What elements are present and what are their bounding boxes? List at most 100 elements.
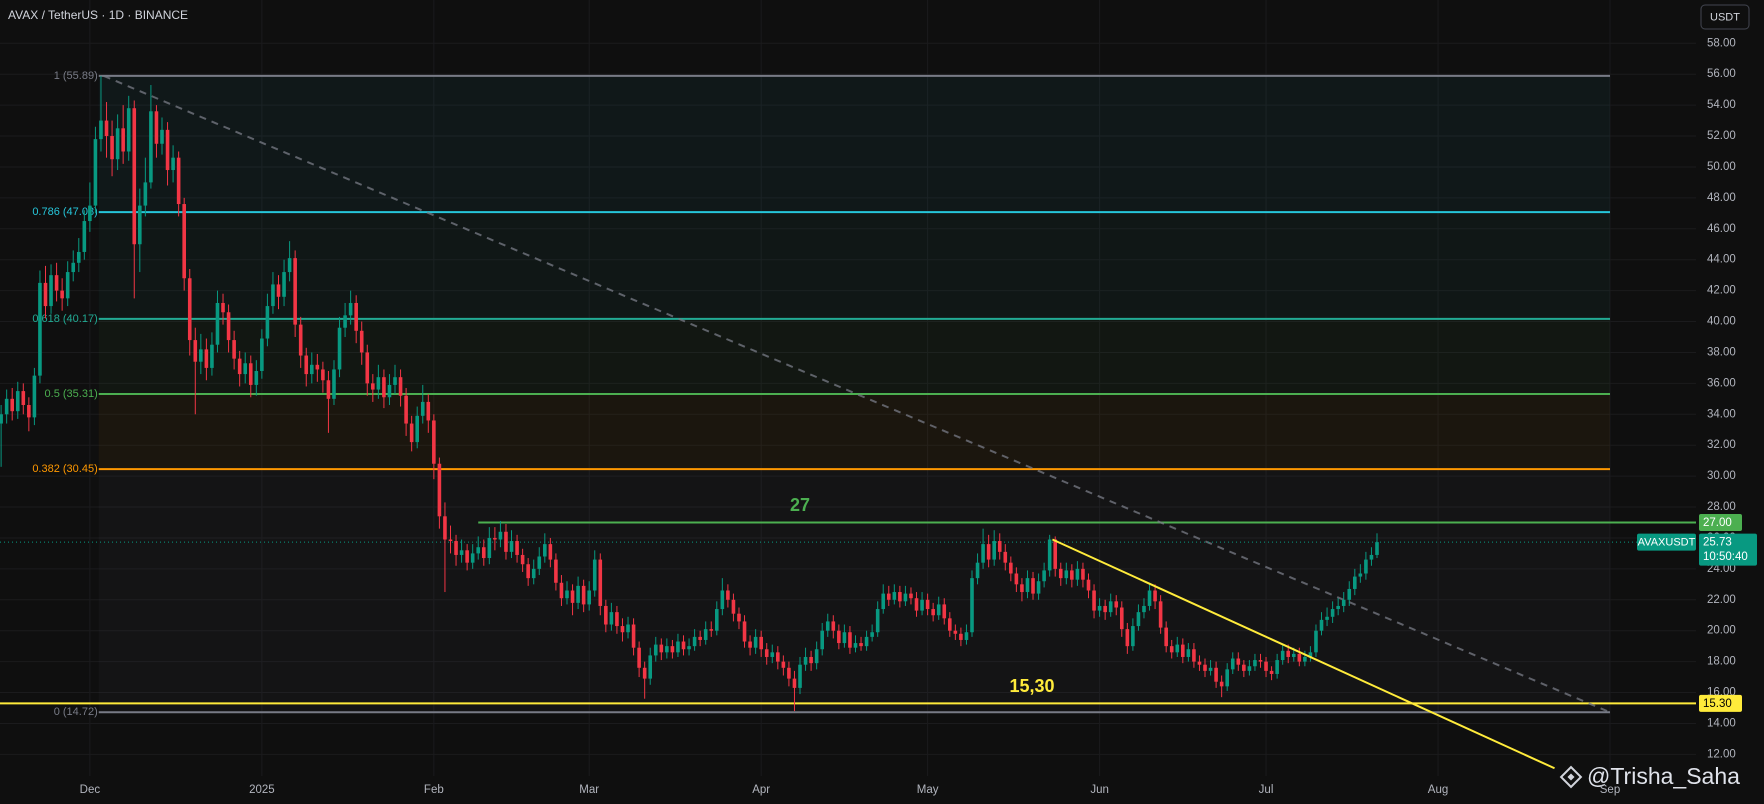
candle-body xyxy=(448,539,453,542)
candle-body xyxy=(1280,650,1285,661)
fib-label: 0.382 (30.45) xyxy=(32,463,97,475)
candle-body xyxy=(1009,562,1013,574)
candle-body xyxy=(1136,612,1141,627)
y-tick-label: 28.00 xyxy=(1707,501,1736,513)
candle-body xyxy=(1269,670,1274,674)
y-tick-label: 32.00 xyxy=(1707,439,1736,451)
x-tick-label: Dec xyxy=(80,784,101,796)
fib-band xyxy=(98,318,1611,395)
currency-button[interactable] xyxy=(1700,4,1750,30)
candle-body xyxy=(1286,650,1291,657)
symbol-tag-label: AVAXUSDT xyxy=(1638,537,1696,549)
candle-body xyxy=(665,646,669,653)
candle-body xyxy=(1158,601,1163,628)
candle-body xyxy=(304,355,309,375)
candle-body xyxy=(776,652,780,662)
y-tick-label: 30.00 xyxy=(1707,470,1736,482)
candle-body xyxy=(10,398,15,412)
candle-body xyxy=(936,604,941,616)
x-tick-label: Sep xyxy=(1600,784,1620,796)
price-tag xyxy=(1699,694,1742,712)
candle-body xyxy=(1214,667,1218,682)
candle-body xyxy=(143,182,148,206)
candle-body xyxy=(859,643,863,647)
candle-body xyxy=(65,272,70,299)
candle-body xyxy=(1164,627,1168,647)
y-tick-label: 52.00 xyxy=(1707,130,1736,142)
candle-body xyxy=(293,258,297,325)
watermark: @Trisha_Saha xyxy=(1587,763,1740,789)
y-tick-label: 40.00 xyxy=(1707,316,1736,328)
x-tick-label: Mar xyxy=(579,784,599,796)
candle-body xyxy=(581,585,586,605)
candle-body xyxy=(753,636,758,648)
fib-band xyxy=(98,212,1611,319)
candle-body xyxy=(1053,539,1058,569)
candle-body xyxy=(1092,590,1096,611)
y-tick-label: 42.00 xyxy=(1707,285,1736,297)
candle-body xyxy=(365,352,370,384)
candle-body xyxy=(121,128,125,152)
candle-body xyxy=(248,363,253,385)
candle-body xyxy=(276,284,281,297)
candle-body xyxy=(720,590,725,610)
candle-body xyxy=(798,664,802,688)
candle-body xyxy=(714,609,719,631)
candle-body xyxy=(265,306,270,339)
x-tick-label: Apr xyxy=(752,784,770,796)
candle-body xyxy=(825,621,830,631)
candle-body xyxy=(1181,644,1185,657)
candle-body xyxy=(748,641,752,648)
x-tick-label: 2025 xyxy=(249,784,275,796)
candle-body xyxy=(948,618,952,631)
fib-label: 0.786 (47.08) xyxy=(32,206,97,218)
y-tick-label: 24.00 xyxy=(1707,563,1736,575)
candle-body xyxy=(953,630,958,634)
candle-body xyxy=(837,630,841,644)
candle-body xyxy=(1064,570,1069,579)
candle-body xyxy=(637,647,641,668)
candle-body xyxy=(886,593,891,600)
last-price-tag xyxy=(1699,533,1757,566)
candle-body xyxy=(1108,601,1113,613)
candle-body xyxy=(1353,576,1357,589)
candle-body xyxy=(420,401,425,416)
candle-body xyxy=(676,641,680,653)
candle-body xyxy=(548,544,553,560)
candle-body xyxy=(1036,581,1041,594)
candle-body xyxy=(931,609,935,616)
candle-body xyxy=(925,599,930,610)
candle-body xyxy=(1275,660,1279,674)
trendline xyxy=(1052,538,1555,770)
candle-body xyxy=(709,629,714,631)
candle-body xyxy=(110,136,114,160)
candle-body xyxy=(615,612,619,627)
y-tick-label: 54.00 xyxy=(1707,99,1736,111)
y-tick-label: 36.00 xyxy=(1707,377,1736,389)
candle-body xyxy=(271,284,275,307)
y-tick-label: 14.00 xyxy=(1707,717,1736,729)
fib-band xyxy=(98,394,1611,470)
candle-body xyxy=(126,108,131,152)
y-tick-label: 58.00 xyxy=(1707,37,1736,49)
candle-body xyxy=(964,632,969,640)
candle-body xyxy=(326,380,331,399)
candle-body xyxy=(1208,667,1213,671)
candle-body xyxy=(54,275,59,291)
candle-body xyxy=(1042,570,1046,582)
candle-body xyxy=(515,541,519,555)
fib-band xyxy=(98,75,1611,213)
candle-body xyxy=(1264,661,1268,671)
price-tag-label: 27.00 xyxy=(1703,517,1732,529)
candle-body xyxy=(115,128,120,160)
candle-body xyxy=(504,531,508,552)
candle-body xyxy=(1303,656,1307,662)
candle-body xyxy=(848,632,852,648)
candle-body xyxy=(88,205,92,222)
candle-body xyxy=(0,414,3,424)
candle-body xyxy=(226,312,231,341)
candle-body xyxy=(337,327,342,370)
y-tick-label: 12.00 xyxy=(1707,748,1736,760)
candle-body xyxy=(138,205,142,245)
